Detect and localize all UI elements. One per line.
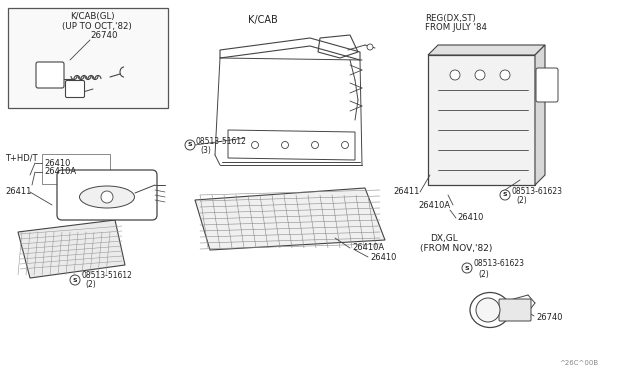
FancyBboxPatch shape: [499, 299, 531, 321]
Text: FROM JULY '84: FROM JULY '84: [425, 22, 487, 32]
FancyBboxPatch shape: [65, 80, 84, 97]
Ellipse shape: [470, 292, 510, 327]
Circle shape: [475, 70, 485, 80]
Text: REG(DX,ST): REG(DX,ST): [425, 13, 476, 22]
Circle shape: [70, 275, 80, 285]
Text: ^26C^00B: ^26C^00B: [559, 360, 598, 366]
Text: S: S: [73, 278, 77, 282]
Polygon shape: [428, 55, 535, 185]
Ellipse shape: [476, 298, 500, 322]
Text: S: S: [465, 266, 469, 270]
Text: 26410: 26410: [370, 253, 396, 262]
Text: 26740: 26740: [536, 314, 563, 323]
Text: 26411: 26411: [393, 187, 419, 196]
Text: 26740: 26740: [90, 32, 118, 41]
Circle shape: [185, 140, 195, 150]
Circle shape: [450, 70, 460, 80]
Circle shape: [462, 263, 472, 273]
Circle shape: [101, 191, 113, 203]
Circle shape: [367, 44, 373, 50]
Polygon shape: [18, 220, 125, 278]
FancyBboxPatch shape: [36, 62, 64, 88]
Text: 08513-61623: 08513-61623: [473, 260, 524, 269]
Text: K/CAB: K/CAB: [248, 15, 278, 25]
Ellipse shape: [79, 186, 134, 208]
Text: 26411: 26411: [5, 187, 31, 196]
Text: (3): (3): [200, 147, 211, 155]
Text: T+HD/T: T+HD/T: [5, 154, 38, 163]
Text: 08513-51612: 08513-51612: [196, 137, 247, 145]
Polygon shape: [535, 45, 545, 185]
Text: (FROM NOV,'82): (FROM NOV,'82): [420, 244, 492, 253]
Text: 08513-61623: 08513-61623: [511, 186, 562, 196]
Text: (2): (2): [478, 269, 489, 279]
Text: (2): (2): [85, 280, 96, 289]
Polygon shape: [428, 45, 545, 55]
Text: 08513-51612: 08513-51612: [81, 272, 132, 280]
Text: 26410: 26410: [44, 158, 70, 167]
Text: S: S: [188, 142, 192, 148]
Text: (UP TO OCT,'82): (UP TO OCT,'82): [62, 22, 132, 31]
Text: S: S: [502, 192, 508, 198]
Text: 26410: 26410: [457, 214, 483, 222]
Text: 26410A: 26410A: [44, 167, 76, 176]
Bar: [8, 8, 168, 108]
Bar: [42, 154, 110, 184]
Circle shape: [500, 190, 510, 200]
Text: 26410A: 26410A: [352, 244, 384, 253]
Text: K/CAB(GL): K/CAB(GL): [70, 13, 115, 22]
Text: 26410A: 26410A: [418, 201, 450, 209]
FancyBboxPatch shape: [57, 170, 157, 220]
Text: (2): (2): [516, 196, 527, 205]
Polygon shape: [195, 188, 385, 250]
Text: DX,GL: DX,GL: [430, 234, 458, 243]
Circle shape: [500, 70, 510, 80]
FancyBboxPatch shape: [536, 68, 558, 102]
